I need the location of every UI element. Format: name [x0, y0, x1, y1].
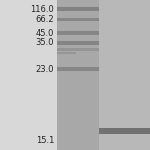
Bar — [57, 18, 99, 21]
Bar — [57, 67, 99, 71]
Bar — [57, 0, 150, 150]
Bar — [99, 0, 150, 150]
Text: 35.0: 35.0 — [36, 38, 54, 47]
Text: 23.0: 23.0 — [36, 64, 54, 74]
Bar — [57, 52, 76, 54]
Bar — [99, 128, 150, 134]
Bar — [57, 41, 99, 45]
Bar — [57, 31, 99, 35]
Text: 15.1: 15.1 — [36, 136, 54, 145]
Text: 66.2: 66.2 — [35, 15, 54, 24]
Bar — [57, 48, 99, 51]
Bar — [57, 0, 99, 150]
Text: 45.0: 45.0 — [36, 28, 54, 38]
Bar — [57, 7, 99, 11]
Text: 116.0: 116.0 — [30, 4, 54, 14]
